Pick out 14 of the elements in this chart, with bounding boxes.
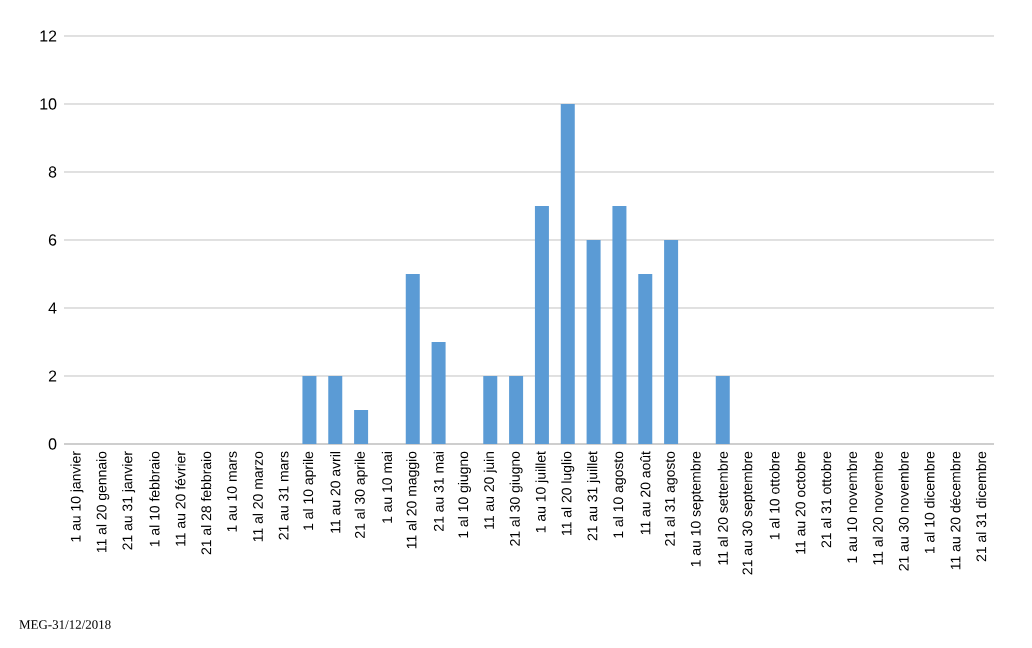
bar [534,205,549,444]
bar [638,273,653,444]
bar [405,273,420,444]
bar [586,239,601,444]
bar [328,376,343,444]
bar [560,103,575,444]
bar [483,376,498,444]
bar [509,376,524,444]
bar [715,376,730,444]
bar [664,239,679,444]
bar [354,410,369,444]
bar [302,376,317,444]
bar [431,342,446,444]
bar [612,205,627,444]
